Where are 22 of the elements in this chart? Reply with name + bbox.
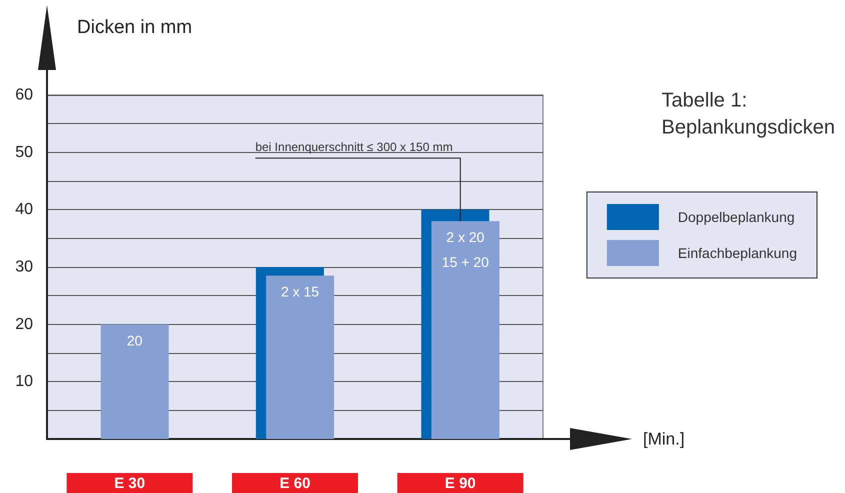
legend-label: Einfachbeplankung: [678, 245, 798, 261]
x-tick-label: E 90: [444, 475, 476, 492]
y-tick-label: 30: [15, 258, 34, 276]
bar: [431, 221, 500, 439]
legend-label: Doppelbeplankung: [678, 209, 795, 225]
annotation: 2 x 20: [446, 229, 485, 246]
annotation: bei Innenquerschnitt ≤ 300 x 150 mm: [255, 140, 453, 154]
y-tick-label: 20: [15, 316, 34, 333]
y-tick-label: 60: [15, 86, 34, 104]
bar: [100, 324, 169, 439]
y-axis-title: Dicken in mm: [77, 17, 192, 38]
text: Tabelle 1: Beplankungsdicken: [662, 90, 836, 138]
bar: [266, 276, 334, 439]
y-tick-label: 10: [15, 373, 34, 390]
y-tick-label: 50: [15, 144, 34, 161]
text: [Min.]: [643, 430, 685, 448]
y-tick-label: 40: [15, 201, 34, 218]
x-tick-label: E 30: [114, 475, 146, 492]
annotation: 2 x 15: [280, 284, 320, 300]
annotation: 15 + 20: [442, 254, 490, 270]
x-tick-label: E 60: [280, 475, 310, 492]
annotation: 20: [126, 332, 143, 348]
